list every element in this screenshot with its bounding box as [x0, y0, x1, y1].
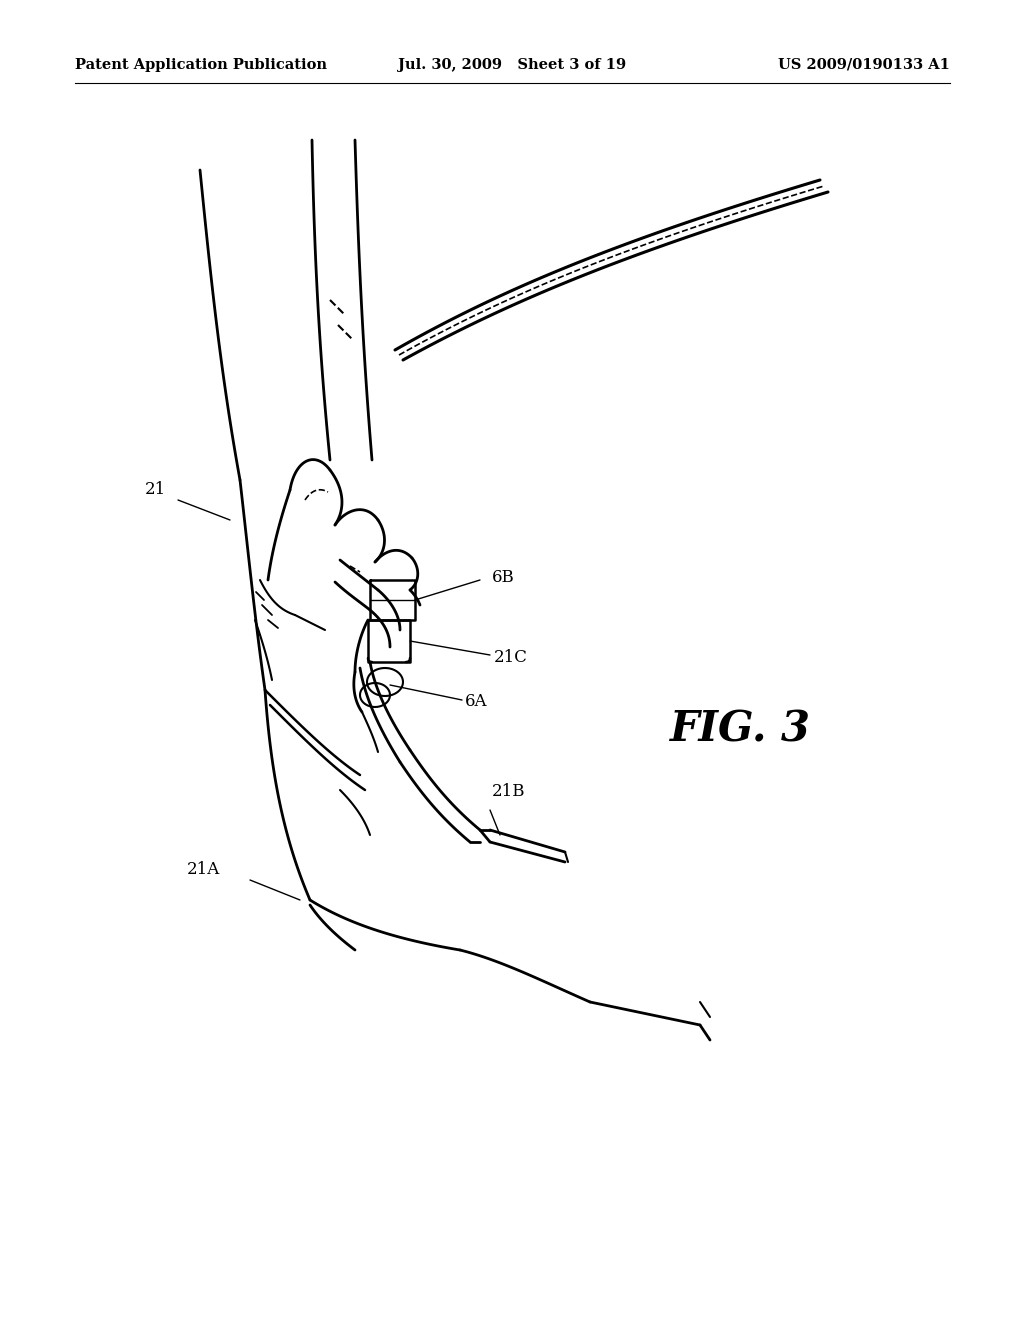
Text: 21A: 21A [186, 862, 220, 879]
Text: 6B: 6B [492, 569, 515, 586]
Text: FIG. 3: FIG. 3 [670, 709, 811, 751]
Text: Patent Application Publication: Patent Application Publication [75, 58, 327, 73]
Text: 6A: 6A [465, 693, 487, 710]
Text: 21: 21 [144, 482, 166, 499]
Text: 21C: 21C [494, 649, 528, 667]
Text: 21B: 21B [492, 784, 525, 800]
Text: Jul. 30, 2009   Sheet 3 of 19: Jul. 30, 2009 Sheet 3 of 19 [398, 58, 626, 73]
Text: US 2009/0190133 A1: US 2009/0190133 A1 [778, 58, 950, 73]
